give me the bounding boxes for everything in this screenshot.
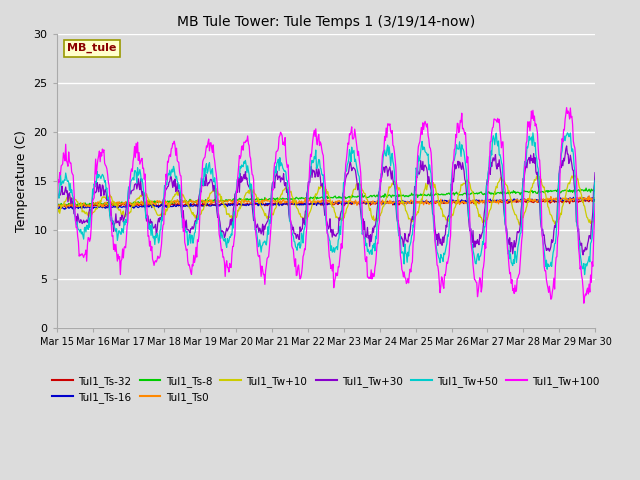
Tul1_Ts0 bbox=[63, 203, 71, 209]
Tul1_Tw+30 bbox=[407, 221, 415, 227]
Tul1_Tw+10 bbox=[53, 206, 61, 212]
Tul1_Ts-8 bbox=[391, 192, 399, 198]
Tul1_Tw+100 bbox=[391, 156, 399, 162]
Tul1_Ts-32 bbox=[173, 202, 181, 207]
Tul1_Ts-32 bbox=[392, 201, 400, 206]
Line: Tul1_Tw+30: Tul1_Tw+30 bbox=[57, 146, 595, 255]
Tul1_Ts-8 bbox=[407, 192, 415, 198]
Tul1_Ts0 bbox=[591, 195, 599, 201]
Tul1_Tw+30 bbox=[563, 143, 570, 149]
Tul1_Ts-8 bbox=[173, 199, 180, 204]
Tul1_Ts0 bbox=[202, 199, 209, 204]
Tul1_Tw+30 bbox=[173, 186, 180, 192]
Tul1_Tw+100 bbox=[201, 154, 209, 160]
Tul1_Tw+50 bbox=[391, 184, 399, 190]
Tul1_Tw+50 bbox=[591, 178, 599, 183]
Tul1_Tw+50 bbox=[407, 239, 415, 245]
Tul1_Ts-16 bbox=[63, 205, 70, 211]
Tul1_Ts-32 bbox=[587, 196, 595, 202]
Line: Tul1_Tw+10: Tul1_Tw+10 bbox=[57, 175, 595, 225]
Tul1_Ts-32 bbox=[63, 203, 70, 209]
Tul1_Ts-16 bbox=[584, 194, 592, 200]
Tul1_Ts-8 bbox=[582, 185, 590, 191]
Tul1_Tw+30 bbox=[63, 190, 70, 195]
Tul1_Ts-16 bbox=[173, 202, 181, 208]
Tul1_Ts-16 bbox=[591, 197, 599, 203]
Tul1_Ts-32 bbox=[591, 197, 599, 203]
Tul1_Ts-16 bbox=[408, 200, 415, 206]
Tul1_Tw+10 bbox=[407, 217, 415, 223]
Tul1_Tw+30 bbox=[118, 212, 125, 218]
Tul1_Ts-8 bbox=[63, 202, 70, 208]
Tul1_Tw+30 bbox=[391, 187, 399, 192]
Tul1_Ts-32 bbox=[408, 201, 415, 206]
Tul1_Ts0 bbox=[53, 202, 61, 207]
Line: Tul1_Ts-16: Tul1_Ts-16 bbox=[57, 197, 595, 209]
Tul1_Tw+10 bbox=[573, 172, 580, 178]
Tul1_Ts-32 bbox=[73, 204, 81, 210]
Tul1_Tw+100 bbox=[563, 105, 570, 110]
Tul1_Tw+10 bbox=[201, 203, 209, 208]
Tul1_Tw+50 bbox=[63, 174, 70, 180]
Tul1_Ts-32 bbox=[119, 201, 127, 207]
Tul1_Ts-8 bbox=[118, 199, 125, 205]
Tul1_Tw+100 bbox=[118, 256, 125, 262]
Tul1_Tw+10 bbox=[118, 213, 125, 218]
Line: Tul1_Ts-32: Tul1_Ts-32 bbox=[57, 199, 595, 207]
Tul1_Ts0 bbox=[119, 200, 127, 205]
Tul1_Ts-32 bbox=[202, 202, 209, 207]
Line: Tul1_Ts-8: Tul1_Ts-8 bbox=[57, 188, 595, 207]
Tul1_Ts-8 bbox=[53, 204, 61, 210]
Tul1_Tw+30 bbox=[201, 183, 209, 189]
Tul1_Tw+30 bbox=[53, 193, 61, 199]
Tul1_Tw+100 bbox=[407, 269, 415, 275]
Tul1_Ts0 bbox=[173, 197, 181, 203]
Tul1_Tw+50 bbox=[201, 173, 209, 179]
Tul1_Ts0 bbox=[585, 193, 593, 199]
Y-axis label: Temperature (C): Temperature (C) bbox=[15, 131, 28, 232]
Tul1_Ts-8 bbox=[591, 188, 599, 194]
Tul1_Ts-16 bbox=[202, 203, 209, 208]
Tul1_Tw+10 bbox=[63, 196, 70, 202]
Tul1_Tw+100 bbox=[173, 145, 180, 151]
Tul1_Ts-32 bbox=[53, 202, 61, 207]
Tul1_Ts-16 bbox=[392, 200, 400, 206]
Line: Tul1_Ts0: Tul1_Ts0 bbox=[57, 196, 595, 208]
Tul1_Tw+50 bbox=[580, 272, 588, 277]
Text: MB_tule: MB_tule bbox=[67, 43, 117, 53]
Tul1_Tw+30 bbox=[591, 170, 599, 176]
Tul1_Tw+30 bbox=[579, 252, 587, 258]
Line: Tul1_Tw+100: Tul1_Tw+100 bbox=[57, 108, 595, 303]
Legend: Tul1_Ts-32, Tul1_Ts-16, Tul1_Ts-8, Tul1_Ts0, Tul1_Tw+10, Tul1_Tw+30, Tul1_Tw+50,: Tul1_Ts-32, Tul1_Ts-16, Tul1_Ts-8, Tul1_… bbox=[48, 372, 604, 407]
Tul1_Tw+100 bbox=[591, 201, 599, 206]
Tul1_Ts0 bbox=[58, 205, 65, 211]
Tul1_Tw+10 bbox=[391, 180, 399, 186]
Tul1_Tw+100 bbox=[63, 158, 70, 164]
Tul1_Tw+100 bbox=[53, 209, 61, 215]
Tul1_Ts-16 bbox=[119, 204, 127, 210]
Line: Tul1_Tw+50: Tul1_Tw+50 bbox=[57, 133, 595, 275]
Tul1_Tw+50 bbox=[53, 195, 61, 201]
Tul1_Tw+50 bbox=[563, 130, 571, 136]
Tul1_Tw+50 bbox=[173, 173, 180, 179]
Tul1_Ts0 bbox=[392, 200, 400, 205]
Tul1_Ts-16 bbox=[53, 206, 61, 212]
Tul1_Tw+50 bbox=[118, 226, 125, 231]
Title: MB Tule Tower: Tule Temps 1 (3/19/14-now): MB Tule Tower: Tule Temps 1 (3/19/14-now… bbox=[177, 15, 475, 29]
Tul1_Tw+10 bbox=[173, 190, 180, 196]
Tul1_Ts-16 bbox=[71, 206, 79, 212]
Tul1_Tw+100 bbox=[580, 300, 588, 306]
Tul1_Ts0 bbox=[408, 197, 415, 203]
Tul1_Tw+10 bbox=[516, 222, 524, 228]
Tul1_Tw+10 bbox=[591, 215, 599, 220]
Tul1_Ts-8 bbox=[201, 198, 209, 204]
